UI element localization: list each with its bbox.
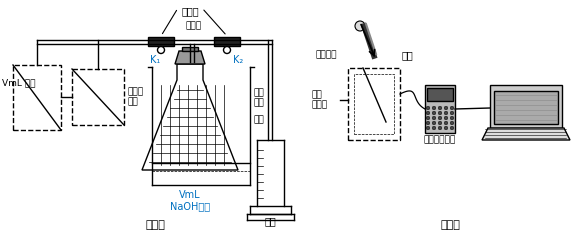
Circle shape (450, 106, 454, 110)
Bar (214, 37, 240, 46)
Polygon shape (490, 85, 562, 128)
Circle shape (432, 121, 436, 125)
Text: 实验二: 实验二 (440, 220, 460, 230)
Circle shape (432, 111, 436, 115)
Circle shape (426, 106, 430, 110)
Circle shape (444, 126, 448, 130)
Circle shape (426, 121, 430, 125)
Bar (427, 88, 453, 101)
Circle shape (438, 111, 442, 115)
Bar (13, 65, 61, 130)
Bar (425, 85, 455, 133)
Circle shape (355, 21, 365, 31)
Circle shape (444, 121, 448, 125)
Text: 量筒: 量筒 (264, 216, 276, 226)
Circle shape (450, 121, 454, 125)
Text: K₂: K₂ (233, 55, 243, 65)
Circle shape (438, 116, 442, 120)
Text: 探头: 探头 (402, 50, 414, 60)
Polygon shape (482, 128, 570, 140)
Text: K₁: K₁ (150, 55, 160, 65)
Circle shape (438, 126, 442, 130)
Bar (148, 37, 174, 46)
Circle shape (426, 126, 430, 130)
Circle shape (444, 116, 448, 120)
Circle shape (157, 47, 164, 54)
Circle shape (426, 116, 430, 120)
Text: 食品
保鲜袋: 食品 保鲜袋 (312, 90, 328, 110)
Bar (494, 91, 558, 124)
Circle shape (450, 126, 454, 130)
Text: 烧杯: 烧杯 (253, 116, 264, 124)
Text: 实验一: 实验一 (145, 220, 165, 230)
Bar (182, 47, 198, 51)
Text: 数据采集仪器: 数据采集仪器 (424, 135, 456, 144)
Circle shape (432, 106, 436, 110)
Bar (72, 69, 124, 125)
Circle shape (438, 106, 442, 110)
Bar (348, 68, 400, 140)
Circle shape (450, 111, 454, 115)
Circle shape (432, 116, 436, 120)
Text: 呼出其他: 呼出其他 (316, 50, 338, 59)
Circle shape (432, 126, 436, 130)
Text: 过量
白磷: 过量 白磷 (253, 88, 264, 108)
Text: 弹簧夹: 弹簧夹 (181, 6, 199, 16)
Text: VmL
NaOH溶液: VmL NaOH溶液 (170, 190, 210, 212)
Text: VmL 气体: VmL 气体 (2, 79, 35, 88)
Circle shape (426, 111, 430, 115)
Text: 医用输
液袋: 医用输 液袋 (128, 87, 144, 107)
Polygon shape (175, 51, 205, 64)
Text: 燃烧匙: 燃烧匙 (186, 21, 202, 30)
Circle shape (438, 121, 442, 125)
Circle shape (444, 106, 448, 110)
Circle shape (223, 47, 230, 54)
Circle shape (444, 111, 448, 115)
Circle shape (450, 116, 454, 120)
Bar (354, 74, 394, 134)
